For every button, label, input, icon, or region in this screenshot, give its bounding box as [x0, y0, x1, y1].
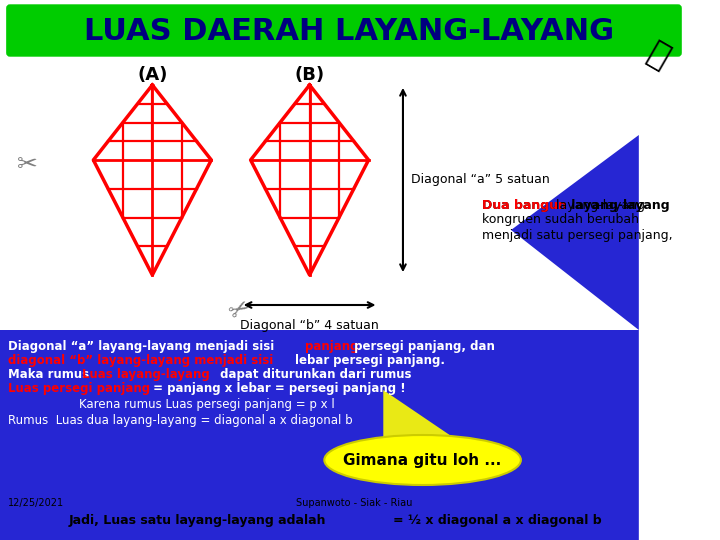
FancyBboxPatch shape	[7, 5, 681, 56]
Text: Maka rumus: Maka rumus	[8, 368, 93, 381]
Text: = ½ x diagonal a x diagonal b: = ½ x diagonal a x diagonal b	[393, 514, 602, 527]
Text: Karena rumus Luas persegi panjang = p x l: Karena rumus Luas persegi panjang = p x …	[78, 398, 334, 411]
Text: Dua bangun layang-layang: Dua bangun layang-layang	[482, 199, 669, 212]
Text: Luas persegi panjang: Luas persegi panjang	[8, 382, 150, 395]
Text: Dua bangun: Dua bangun	[482, 199, 567, 212]
Text: Supanwoto - Siak - Riau: Supanwoto - Siak - Riau	[296, 498, 412, 508]
Text: diagonal “b” layang-layang menjadi sisi: diagonal “b” layang-layang menjadi sisi	[8, 354, 277, 367]
Polygon shape	[383, 390, 501, 480]
Text: panjang: panjang	[305, 340, 358, 353]
Text: Diagonal “a” layang-layang menjadi sisi: Diagonal “a” layang-layang menjadi sisi	[8, 340, 278, 353]
Text: 🤜: 🤜	[642, 36, 675, 75]
Text: lebar: lebar	[295, 354, 329, 367]
Text: layang-layang: layang-layang	[552, 199, 645, 212]
Text: Rumus  Luas dua layang-layang = diagonal a x diagonal b: Rumus Luas dua layang-layang = diagonal …	[8, 414, 353, 427]
Text: LUAS DAERAH LAYANG-LAYANG: LUAS DAERAH LAYANG-LAYANG	[84, 17, 614, 46]
Text: dapat diturunkan dari rumus: dapat diturunkan dari rumus	[216, 368, 412, 381]
Text: ✂: ✂	[225, 294, 256, 326]
Text: Luas layang-layang: Luas layang-layang	[81, 368, 210, 381]
Text: 12/25/2021: 12/25/2021	[8, 498, 64, 508]
Text: Diagonal “a” 5 satuan: Diagonal “a” 5 satuan	[411, 173, 549, 186]
Text: Diagonal “b” 4 satuan: Diagonal “b” 4 satuan	[240, 319, 379, 332]
Ellipse shape	[324, 435, 521, 485]
Text: Jadi, Luas satu layang-layang adalah: Jadi, Luas satu layang-layang adalah	[69, 514, 326, 527]
Text: menjadi satu persegi panjang,: menjadi satu persegi panjang,	[482, 228, 672, 241]
Polygon shape	[0, 135, 639, 540]
Text: = panjang x lebar = persegi panjang !: = panjang x lebar = persegi panjang !	[149, 382, 406, 395]
Text: kongruen sudah berubah: kongruen sudah berubah	[482, 213, 639, 226]
Text: ✂: ✂	[17, 153, 38, 177]
Text: Gimana gitu loh ...: Gimana gitu loh ...	[343, 453, 502, 468]
Text: (B): (B)	[294, 66, 325, 84]
Text: persegi panjang, dan: persegi panjang, dan	[350, 340, 495, 353]
Text: persegi panjang.: persegi panjang.	[329, 354, 445, 367]
Text: (A): (A)	[137, 66, 168, 84]
